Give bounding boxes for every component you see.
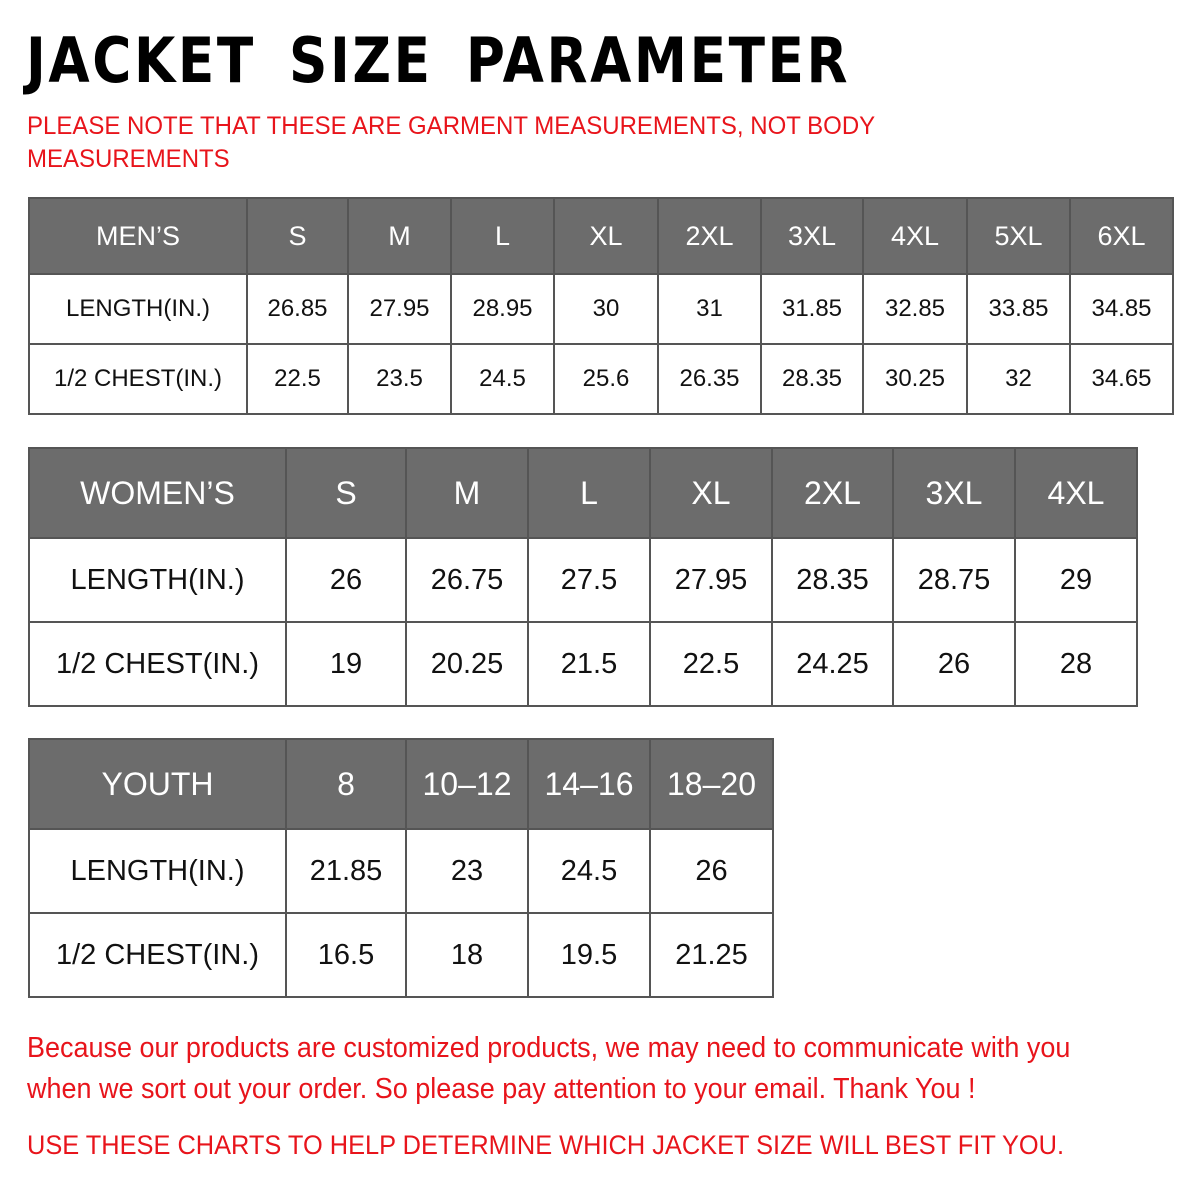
measurement-label: LENGTH(IN.) <box>28 828 287 914</box>
table-row: LENGTH(IN.) 21.85 23 24.5 26 <box>28 828 774 914</box>
table-header-row: WOMEN’S S M L XL 2XL 3XL 4XL <box>28 447 1138 539</box>
size-header-cell: L <box>527 447 651 539</box>
measurement-value: 29 <box>1014 537 1138 623</box>
table-row: 1/2 CHEST(IN.) 22.5 23.5 24.5 25.6 26.35 28.35… <box>28 343 1174 415</box>
measurement-value: 28.75 <box>892 537 1016 623</box>
measurement-value: 31 <box>657 273 762 345</box>
measurement-value: 27.5 <box>527 537 651 623</box>
youth-size-table: YOUTH 8 10–12 14–16 18–20 LENGTH(IN.) 21.85 23 2… <box>28 738 774 998</box>
size-header-cell: 4XL <box>862 197 968 275</box>
size-header-cell: 6XL <box>1069 197 1174 275</box>
measurement-value: 18 <box>405 912 529 998</box>
size-header-cell: 5XL <box>966 197 1071 275</box>
measurement-value: 27.95 <box>347 273 452 345</box>
size-header-cell: XL <box>649 447 773 539</box>
measurement-value: 27.95 <box>649 537 773 623</box>
table-category-header: WOMEN’S <box>28 447 287 539</box>
measurement-value: 28.35 <box>771 537 894 623</box>
size-header-cell: 3XL <box>760 197 864 275</box>
page-title: JACKET SIZE PARAMETER <box>26 24 851 97</box>
table-header-row: YOUTH 8 10–12 14–16 18–20 <box>28 738 774 830</box>
measurement-value: 26 <box>892 621 1016 707</box>
measurement-value: 28.35 <box>760 343 864 415</box>
size-header-cell: 10–12 <box>405 738 529 830</box>
table-category-header: MEN’S <box>28 197 248 275</box>
measurement-label: 1/2 CHEST(IN.) <box>28 912 287 998</box>
measurement-value: 23 <box>405 828 529 914</box>
womens-size-table: WOMEN’S S M L XL 2XL 3XL 4XL LENGTH(IN.) 26 26.75 2… <box>28 447 1138 707</box>
table-header-row: MEN’S S M L XL 2XL 3XL 4XL 5XL 6XL <box>28 197 1174 275</box>
measurement-value: 33.85 <box>966 273 1071 345</box>
measurement-value: 22.5 <box>649 621 773 707</box>
measurement-value: 34.65 <box>1069 343 1174 415</box>
measurement-value: 21.85 <box>285 828 407 914</box>
size-header-cell: S <box>285 447 407 539</box>
size-guide-note: USE THESE CHARTS TO HELP DETERMINE WHICH… <box>27 1130 1065 1160</box>
measurement-value: 24.5 <box>450 343 555 415</box>
customization-notice: Because our products are customized prod… <box>27 1032 1071 1105</box>
size-header-cell: M <box>347 197 452 275</box>
measurement-value: 32.85 <box>862 273 968 345</box>
table-row: LENGTH(IN.) 26 26.75 27.5 27.95 28.35 28.75 29 <box>28 537 1138 623</box>
measurement-label: 1/2 CHEST(IN.) <box>28 621 287 707</box>
measurement-value: 30.25 <box>862 343 968 415</box>
table-category-header: YOUTH <box>28 738 287 830</box>
measurement-value: 26 <box>649 828 774 914</box>
mens-size-table: MEN’S S M L XL 2XL 3XL 4XL 5XL 6XL LENGTH(IN.) 26.8… <box>28 197 1174 415</box>
measurement-value: 28 <box>1014 621 1138 707</box>
table-row: LENGTH(IN.) 26.85 27.95 28.95 30 31 31.85 32.85… <box>28 273 1174 345</box>
size-header-cell: 8 <box>285 738 407 830</box>
measurement-value: 34.85 <box>1069 273 1174 345</box>
measurement-value: 30 <box>553 273 659 345</box>
size-header-cell: S <box>246 197 349 275</box>
size-header-cell: 3XL <box>892 447 1016 539</box>
measurement-note: PLEASE NOTE THAT THESE ARE GARMENT MEASU… <box>27 112 875 173</box>
size-header-cell: 4XL <box>1014 447 1138 539</box>
table-row: 1/2 CHEST(IN.) 19 20.25 21.5 22.5 24.25 26 28 <box>28 621 1138 707</box>
size-header-cell: 14–16 <box>527 738 651 830</box>
size-header-cell: XL <box>553 197 659 275</box>
measurement-value: 21.5 <box>527 621 651 707</box>
size-header-cell: 2XL <box>771 447 894 539</box>
measurement-value: 25.6 <box>553 343 659 415</box>
measurement-value: 24.25 <box>771 621 894 707</box>
measurement-value: 21.25 <box>649 912 774 998</box>
measurement-value: 22.5 <box>246 343 349 415</box>
measurement-value: 26 <box>285 537 407 623</box>
measurement-value: 16.5 <box>285 912 407 998</box>
measurement-value: 32 <box>966 343 1071 415</box>
measurement-value: 26.35 <box>657 343 762 415</box>
measurement-value: 19 <box>285 621 407 707</box>
measurement-value: 26.85 <box>246 273 349 345</box>
measurement-value: 26.75 <box>405 537 529 623</box>
measurement-value: 31.85 <box>760 273 864 345</box>
size-header-cell: 2XL <box>657 197 762 275</box>
size-header-cell: M <box>405 447 529 539</box>
size-header-cell: L <box>450 197 555 275</box>
measurement-label: LENGTH(IN.) <box>28 537 287 623</box>
table-row: 1/2 CHEST(IN.) 16.5 18 19.5 21.25 <box>28 912 774 998</box>
size-header-cell: 18–20 <box>649 738 774 830</box>
measurement-value: 24.5 <box>527 828 651 914</box>
measurement-value: 28.95 <box>450 273 555 345</box>
measurement-value: 19.5 <box>527 912 651 998</box>
measurement-label: 1/2 CHEST(IN.) <box>28 343 248 415</box>
measurement-value: 23.5 <box>347 343 452 415</box>
measurement-value: 20.25 <box>405 621 529 707</box>
measurement-label: LENGTH(IN.) <box>28 273 248 345</box>
